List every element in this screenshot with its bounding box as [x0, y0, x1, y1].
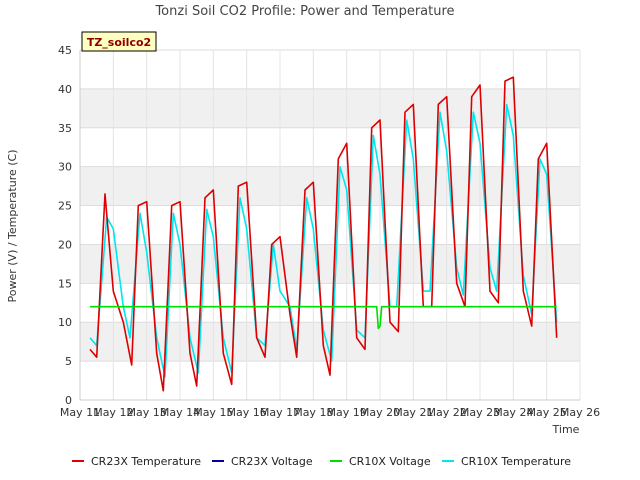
- legend-label: CR10X Voltage: [349, 455, 431, 468]
- legend-label: CR10X Temperature: [461, 455, 571, 468]
- badge-label: TZ_soilco2: [87, 36, 151, 49]
- x-tick-label: May 13: [127, 406, 167, 419]
- x-tick-label: May 19: [327, 406, 367, 419]
- x-tick-label: May 25: [527, 406, 567, 419]
- x-tick-label: May 22: [427, 406, 467, 419]
- y-tick-label: 30: [58, 161, 72, 174]
- badge-box: [81, 31, 157, 52]
- grid-band: [80, 244, 580, 284]
- x-tick-label: May 16: [227, 406, 267, 419]
- legend-label: CR23X Voltage: [231, 455, 313, 468]
- x-tick-label: May 24: [493, 406, 533, 419]
- x-axis-title: Time: [552, 423, 580, 436]
- y-tick-label: 5: [65, 355, 72, 368]
- y-tick-label: 25: [58, 200, 72, 213]
- plot-area: [80, 50, 580, 400]
- x-tick-label: May 26: [560, 406, 600, 419]
- x-tick-label: May 20: [360, 406, 400, 419]
- y-tick-label: 20: [58, 238, 72, 251]
- series-lines: [89, 76, 558, 392]
- y-axis-title: Power (V) / Temperature (C): [6, 149, 19, 302]
- x-tick-label: May 18: [293, 406, 333, 419]
- grid-band: [80, 166, 580, 206]
- x-tick-label: May 21: [393, 406, 433, 419]
- y-tick-label: 10: [58, 316, 72, 329]
- x-tick-label: May 23: [460, 406, 500, 419]
- x-tick-label: May 14: [160, 406, 200, 419]
- y-tick-label: 0: [65, 394, 72, 407]
- dataset-badge: TZ_soilco2: [81, 31, 157, 52]
- x-tick-label: May 15: [193, 406, 233, 419]
- x-tick-label: May 11: [60, 406, 100, 419]
- grid-band: [80, 88, 580, 128]
- y-tick-label: 35: [58, 122, 72, 135]
- x-tick-label: May 17: [260, 406, 300, 419]
- series-line-cr10x-temperature: [89, 103, 558, 378]
- chart-title: Tonzi Soil CO2 Profile: Power and Temper…: [154, 4, 454, 19]
- series-line-cr23x-temperature: [89, 76, 558, 392]
- series-line-cr10x-voltage: [90, 305, 557, 330]
- y-tick-label: 15: [58, 277, 72, 290]
- y-tick-label: 40: [58, 83, 72, 96]
- legend: CR23X Temperature CR23X Voltage CR10X Volt…: [72, 455, 571, 468]
- y-tick-label: 45: [58, 44, 72, 57]
- y-axis-ticks: 0 5 10 15 20 25 30 35 40 45: [58, 44, 72, 407]
- legend-label: CR23X Temperature: [91, 455, 201, 468]
- x-tick-label: May 12: [93, 406, 133, 419]
